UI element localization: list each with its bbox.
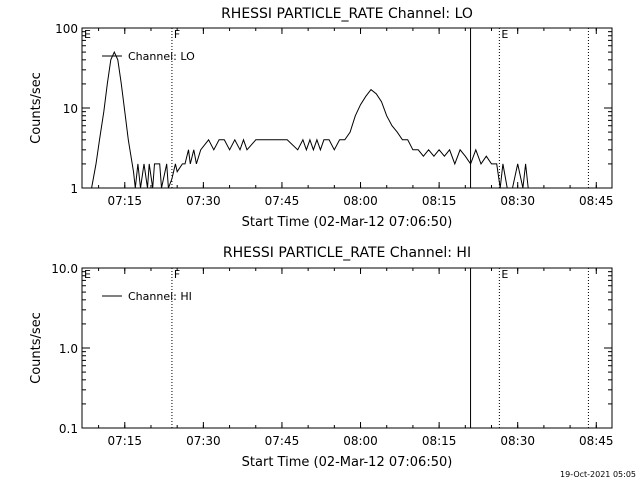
- panel2-event-marker-label: F: [174, 268, 180, 281]
- panel2-y-axis-label: Counts/sec: [29, 312, 44, 384]
- panel1-x-tick-label: 07:30: [186, 194, 221, 208]
- panel1-event-marker-label: F: [174, 28, 180, 41]
- panel1-event-marker-label: E: [501, 28, 508, 41]
- panel1-event-marker-label: E: [84, 28, 91, 41]
- panel2-x-tick-label: 07:30: [186, 434, 221, 448]
- panel2-x-axis-label: Start Time (02-Mar-12 07:06:50): [242, 455, 453, 470]
- panel2-chart-title: RHESSI PARTICLE_RATE Channel: HI: [223, 245, 471, 261]
- panel1-x-tick-label: 08:00: [343, 194, 378, 208]
- panel2-y-tick-label: 10.0: [51, 262, 78, 276]
- footer-timestamp: 19-Oct-2021 05:05: [560, 470, 636, 479]
- panel2-x-tick-label: 07:15: [107, 434, 142, 448]
- panel1-x-tick-label: 07:15: [107, 194, 142, 208]
- panel1-y-tick-label: 1: [70, 182, 78, 196]
- panel1-chart-title: RHESSI PARTICLE_RATE Channel: LO: [221, 6, 473, 22]
- panel1-x-tick-label: 08:45: [579, 194, 614, 208]
- panel1-x-tick-label: 08:15: [422, 194, 457, 208]
- panel2-x-tick-label: 08:45: [579, 434, 614, 448]
- panel2-event-marker-label: E: [84, 268, 91, 281]
- panel1-legend-label: Channel: LO: [128, 50, 195, 63]
- panel1-x-tick-label: 08:30: [500, 194, 535, 208]
- panel1-y-tick-label: 10: [63, 102, 78, 116]
- panel2-x-tick-label: 07:45: [265, 434, 300, 448]
- panel2-x-tick-label: 08:00: [343, 434, 378, 448]
- panel2-x-tick-label: 08:30: [500, 434, 535, 448]
- panel2-y-tick-label: 0.1: [59, 422, 78, 436]
- panel1-x-tick-label: 07:45: [265, 194, 300, 208]
- panel1-y-tick-label: 100: [55, 22, 78, 36]
- panel2-y-tick-label: 1.0: [59, 342, 78, 356]
- panel1-y-axis-label: Counts/sec: [29, 72, 44, 144]
- panel2-legend-label: Channel: HI: [128, 290, 192, 303]
- panel1-x-axis-label: Start Time (02-Mar-12 07:06:50): [242, 215, 453, 230]
- panel1-series-line: [85, 50, 529, 189]
- panel2-x-tick-label: 08:15: [422, 434, 457, 448]
- panel2-event-marker-label: E: [501, 268, 508, 281]
